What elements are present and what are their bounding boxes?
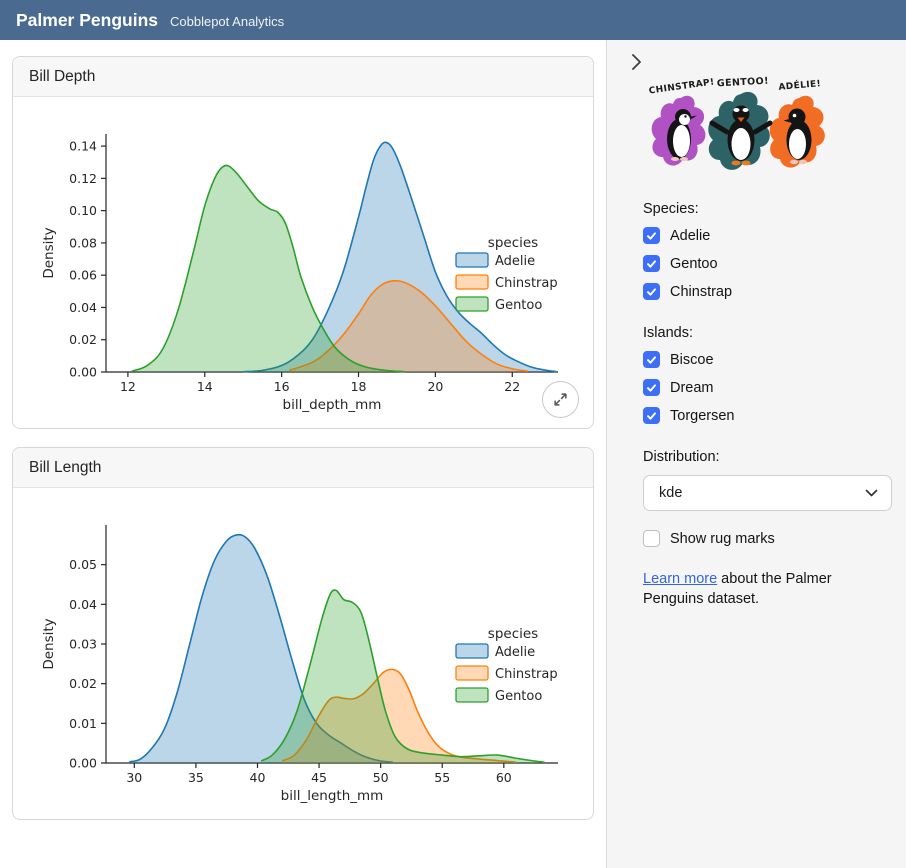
svg-text:0.08: 0.08: [69, 235, 97, 250]
svg-text:0.04: 0.04: [69, 300, 97, 315]
svg-text:0.02: 0.02: [69, 676, 97, 691]
svg-text:0.04: 0.04: [69, 597, 97, 612]
penguin-artwork: CHINSTRAP! GENTOO! ADÉLIE!: [648, 76, 825, 170]
species-row-adelie[interactable]: Adelie: [643, 227, 892, 244]
svg-text:Adelie: Adelie: [495, 645, 535, 660]
rug-row[interactable]: Show rug marks: [643, 530, 892, 547]
svg-text:0.00: 0.00: [69, 365, 97, 380]
bill-length-card-title: Bill Length: [29, 458, 102, 476]
species-checkbox-adelie[interactable]: [643, 227, 660, 244]
app-title: Palmer Penguins: [16, 10, 158, 30]
svg-text:Density: Density: [41, 618, 57, 669]
svg-text:40: 40: [250, 770, 266, 785]
islands-group-label: Islands:: [643, 325, 693, 341]
svg-text:0.01: 0.01: [69, 716, 97, 731]
sidebar-footer-text: Learn more about the Palmer Penguins dat…: [643, 571, 832, 607]
chevron-right-icon: [631, 54, 641, 70]
svg-text:14: 14: [197, 379, 213, 394]
chinstrap-penguin: [667, 109, 697, 161]
svg-text:Adelie: Adelie: [495, 254, 535, 269]
svg-text:18: 18: [351, 379, 367, 394]
distribution-label: Distribution:: [643, 449, 720, 465]
bill-length-chart: 30 35 40 45 50 55 60 0.00 0.01 0.02 0.03 0.04 0.05 bi…: [41, 525, 558, 804]
sidebar: CHINSTRAP! GENTOO! ADÉLIE! Species: Adel…: [606, 40, 906, 868]
svg-text:16: 16: [274, 379, 290, 394]
svg-text:0.14: 0.14: [69, 139, 97, 154]
gentoo-penguin: [709, 105, 773, 166]
species-row-gentoo[interactable]: Gentoo: [643, 255, 892, 272]
bill-depth-card: Bill Depth 12 14 16 18 20 22 0.00 0.02 0.04 0.06 0…: [12, 56, 594, 429]
island-checkbox-torgersen[interactable]: [643, 407, 660, 424]
island-checkbox-biscoe[interactable]: [643, 351, 660, 368]
svg-text:0.05: 0.05: [69, 557, 97, 572]
expand-card-button[interactable]: [542, 381, 579, 418]
gentoo-label: GENTOO!: [717, 76, 770, 89]
expand-icon: [554, 393, 567, 406]
check-icon: [647, 259, 656, 268]
bill-depth-card-title: Bill Depth: [29, 67, 96, 85]
species-label-gentoo[interactable]: Gentoo: [670, 255, 718, 272]
check-icon: [647, 355, 656, 364]
species-checkbox-gentoo[interactable]: [643, 255, 660, 272]
chinstrap-label: CHINSTRAP!: [648, 77, 715, 96]
check-icon: [647, 287, 656, 296]
svg-text:0.03: 0.03: [69, 637, 97, 652]
species-group-label: Species:: [643, 201, 699, 217]
svg-text:20: 20: [427, 379, 443, 394]
svg-text:Gentoo: Gentoo: [495, 298, 542, 313]
svg-text:22: 22: [504, 379, 520, 394]
svg-text:0.00: 0.00: [69, 756, 97, 771]
svg-text:50: 50: [373, 770, 389, 785]
learn-more-link[interactable]: Learn more: [643, 571, 718, 587]
svg-text:0.10: 0.10: [69, 203, 97, 218]
svg-text:bill_length_mm: bill_length_mm: [281, 788, 384, 804]
svg-text:Chinstrap: Chinstrap: [495, 667, 558, 682]
island-label-dream[interactable]: Dream: [670, 379, 714, 396]
rug-checkbox[interactable]: [643, 530, 660, 547]
species-row-chinstrap[interactable]: Chinstrap: [643, 283, 892, 300]
island-label-torgersen[interactable]: Torgersen: [670, 407, 735, 424]
svg-text:0.12: 0.12: [69, 171, 97, 186]
svg-text:Chinstrap: Chinstrap: [495, 276, 558, 291]
distribution-value: kde: [659, 485, 683, 501]
chevron-down-icon: [865, 489, 878, 497]
svg-text:0.06: 0.06: [69, 268, 97, 283]
bill-depth-card-header: Bill Depth: [13, 57, 593, 97]
main-content: Bill Depth 12 14 16 18 20 22 0.00 0.02 0.04 0.06 0…: [0, 40, 606, 868]
bill-length-card: Bill Length 30 35 40 45 50 55 60 0.00 0.01 0.02 0.…: [12, 447, 594, 820]
svg-text:bill_depth_mm: bill_depth_mm: [283, 397, 382, 413]
island-row-torgersen[interactable]: Torgersen: [643, 407, 892, 424]
island-checkbox-dream[interactable]: [643, 379, 660, 396]
bill-length-card-header: Bill Length: [13, 448, 593, 488]
check-icon: [647, 231, 656, 240]
rug-label[interactable]: Show rug marks: [670, 530, 775, 547]
app-header: Palmer Penguins Cobblepot Analytics: [0, 0, 906, 40]
adelie-label: ADÉLIE!: [778, 77, 822, 93]
sidebar-collapse-toggle[interactable]: [624, 50, 648, 74]
svg-text:35: 35: [188, 770, 204, 785]
species-label-chinstrap[interactable]: Chinstrap: [670, 283, 733, 300]
check-icon: [647, 411, 656, 420]
svg-text:30: 30: [126, 770, 142, 785]
svg-text:species: species: [488, 235, 538, 251]
svg-text:Gentoo: Gentoo: [495, 689, 542, 704]
svg-text:45: 45: [311, 770, 327, 785]
svg-text:Density: Density: [41, 227, 57, 278]
bill-depth-chart: 12 14 16 18 20 22 0.00 0.02 0.04 0.06 0.08 0.10 0.12…: [41, 134, 558, 413]
svg-text:species: species: [488, 626, 538, 642]
check-icon: [647, 383, 656, 392]
species-checkbox-chinstrap[interactable]: [643, 283, 660, 300]
svg-text:55: 55: [434, 770, 450, 785]
island-row-dream[interactable]: Dream: [643, 379, 892, 396]
distribution-select[interactable]: kde: [643, 475, 892, 511]
species-label-adelie[interactable]: Adelie: [670, 227, 711, 244]
app-subtitle: Cobblepot Analytics: [170, 14, 285, 29]
adelie-penguin: [783, 108, 812, 165]
island-row-biscoe[interactable]: Biscoe: [643, 351, 892, 368]
island-label-biscoe[interactable]: Biscoe: [670, 351, 714, 368]
svg-text:12: 12: [120, 379, 136, 394]
svg-text:0.02: 0.02: [69, 332, 97, 347]
svg-text:60: 60: [496, 770, 512, 785]
